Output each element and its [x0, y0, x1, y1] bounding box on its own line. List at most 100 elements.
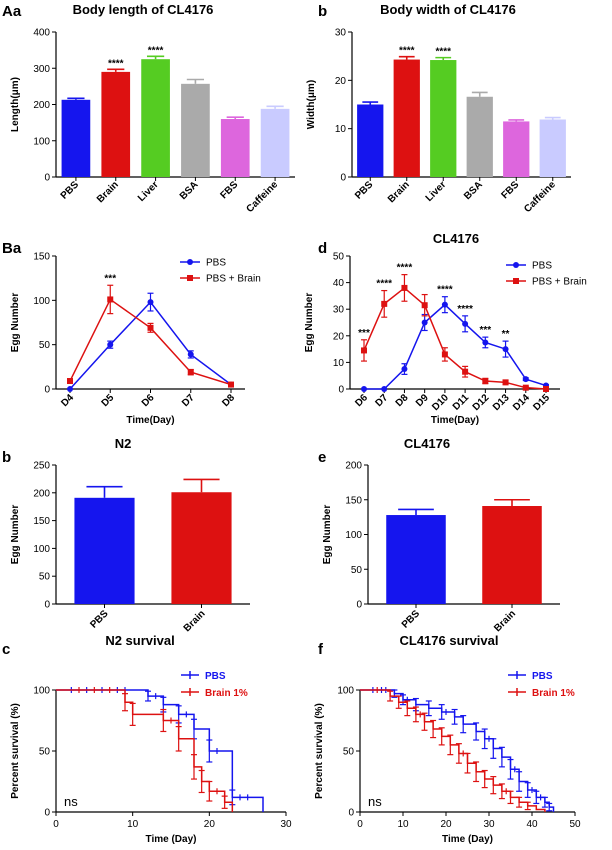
y-tick-label: 0: [44, 173, 50, 184]
y-tick-label: 100: [33, 296, 50, 307]
x-tick-label: 20: [440, 819, 452, 830]
x-tick-label: D7: [180, 392, 197, 409]
data-point: [187, 351, 194, 358]
data-point: [462, 368, 469, 375]
legend-label: PBS: [206, 258, 226, 269]
y-tick-label: 400: [33, 28, 50, 39]
x-tick-label: FBS: [218, 179, 240, 201]
x-tick-label: D12: [471, 392, 492, 413]
data-point: [361, 347, 367, 354]
x-tick-label: PBS: [88, 608, 111, 631]
data-point: [401, 284, 408, 291]
data-point: [502, 346, 509, 353]
chart-title: N2: [115, 436, 132, 451]
y-axis-label: Egg Number: [10, 505, 21, 565]
y-tick-label: 50: [351, 565, 363, 576]
x-tick-label: D5: [100, 392, 117, 409]
significance-label: **: [502, 329, 510, 340]
x-tick-label: 40: [526, 819, 538, 830]
x-tick-label: BSA: [178, 179, 201, 202]
data-point: [381, 300, 388, 307]
data-point: [67, 378, 73, 385]
x-tick-label: PBS: [353, 179, 376, 202]
legend-label: PBS: [532, 261, 552, 272]
y-axis-label: Percent survival (%): [314, 703, 325, 799]
data-point: [147, 324, 154, 331]
x-tick-label: D7: [374, 392, 391, 409]
y-axis-label: Egg Number: [304, 293, 315, 353]
series-line: [69, 298, 232, 386]
data-point: [361, 386, 367, 392]
significance-label: ****: [108, 58, 124, 69]
x-axis-label: Time(Day): [126, 415, 174, 426]
y-tick-label: 10: [335, 124, 347, 135]
x-tick-label: D14: [511, 392, 532, 413]
panel-label: c: [2, 641, 10, 658]
x-tick-label: Brain: [182, 608, 208, 634]
chart-title: Body length of CL4176: [73, 2, 214, 17]
x-tick-label: D8: [220, 392, 237, 409]
bar: [181, 83, 210, 177]
x-axis-label: Time(Day): [431, 415, 479, 426]
y-axis-label: Width(μm): [306, 80, 317, 129]
y-axis-label: Length(μm): [10, 77, 21, 132]
x-tick-label: D11: [451, 392, 472, 413]
data-point: [522, 376, 529, 383]
data-point: [107, 341, 114, 348]
bar: [141, 59, 170, 177]
significance-label: ***: [104, 273, 116, 284]
data-point: [187, 369, 194, 376]
x-tick-label: 10: [397, 819, 409, 830]
x-tick-label: D15: [531, 392, 552, 413]
legend-label: Brain 1%: [532, 688, 575, 699]
legend-label: PBS: [205, 671, 226, 682]
significance-label: ****: [437, 285, 453, 296]
x-tick-label: Brain: [492, 608, 518, 634]
y-tick-label: 0: [44, 808, 50, 819]
x-tick-label: 30: [280, 819, 292, 830]
data-point: [482, 378, 489, 385]
bar: [101, 71, 131, 177]
x-tick-label: FBS: [499, 179, 521, 201]
data-point: [543, 386, 549, 392]
y-axis-label: Percent survival (%): [10, 703, 21, 799]
legend-label: Brain 1%: [205, 688, 248, 699]
y-tick-label: 100: [33, 544, 50, 555]
data-point: [441, 351, 448, 358]
ns-annotation: ns: [368, 794, 382, 809]
data-point: [401, 366, 408, 373]
x-tick-label: 10: [127, 819, 139, 830]
y-tick-label: 50: [333, 252, 345, 263]
y-tick-label: 20: [333, 331, 345, 342]
x-tick-label: Brain: [95, 179, 121, 205]
significance-label: ****: [399, 46, 415, 57]
ns-annotation: ns: [64, 794, 78, 809]
chart-title: CL4176: [433, 231, 479, 246]
y-tick-label: 0: [356, 600, 362, 611]
y-tick-label: 10: [333, 358, 345, 369]
y-tick-label: 150: [33, 252, 50, 263]
survival-curve: [360, 689, 555, 812]
legend-marker: [513, 278, 519, 284]
bar: [393, 59, 420, 177]
significance-label: ****: [376, 279, 392, 290]
chart-title: Body width of CL4176: [380, 2, 516, 17]
data-point: [67, 386, 73, 392]
x-tick-label: D4: [59, 392, 76, 409]
data-point: [502, 379, 509, 386]
significance-label: ****: [435, 47, 451, 58]
data-point: [482, 339, 489, 346]
y-tick-label: 0: [44, 385, 50, 396]
y-tick-label: 100: [337, 686, 354, 697]
x-tick-label: 20: [204, 819, 216, 830]
bar: [386, 515, 446, 604]
x-tick-label: 0: [357, 819, 363, 830]
x-tick-label: Liver: [424, 179, 449, 204]
y-tick-label: 0: [340, 173, 346, 184]
panel-label: d: [318, 240, 327, 257]
y-tick-label: 50: [343, 747, 355, 758]
legend-label: PBS + Brain: [532, 277, 587, 288]
x-tick-label: D6: [353, 392, 370, 409]
significance-label: ****: [457, 304, 473, 315]
